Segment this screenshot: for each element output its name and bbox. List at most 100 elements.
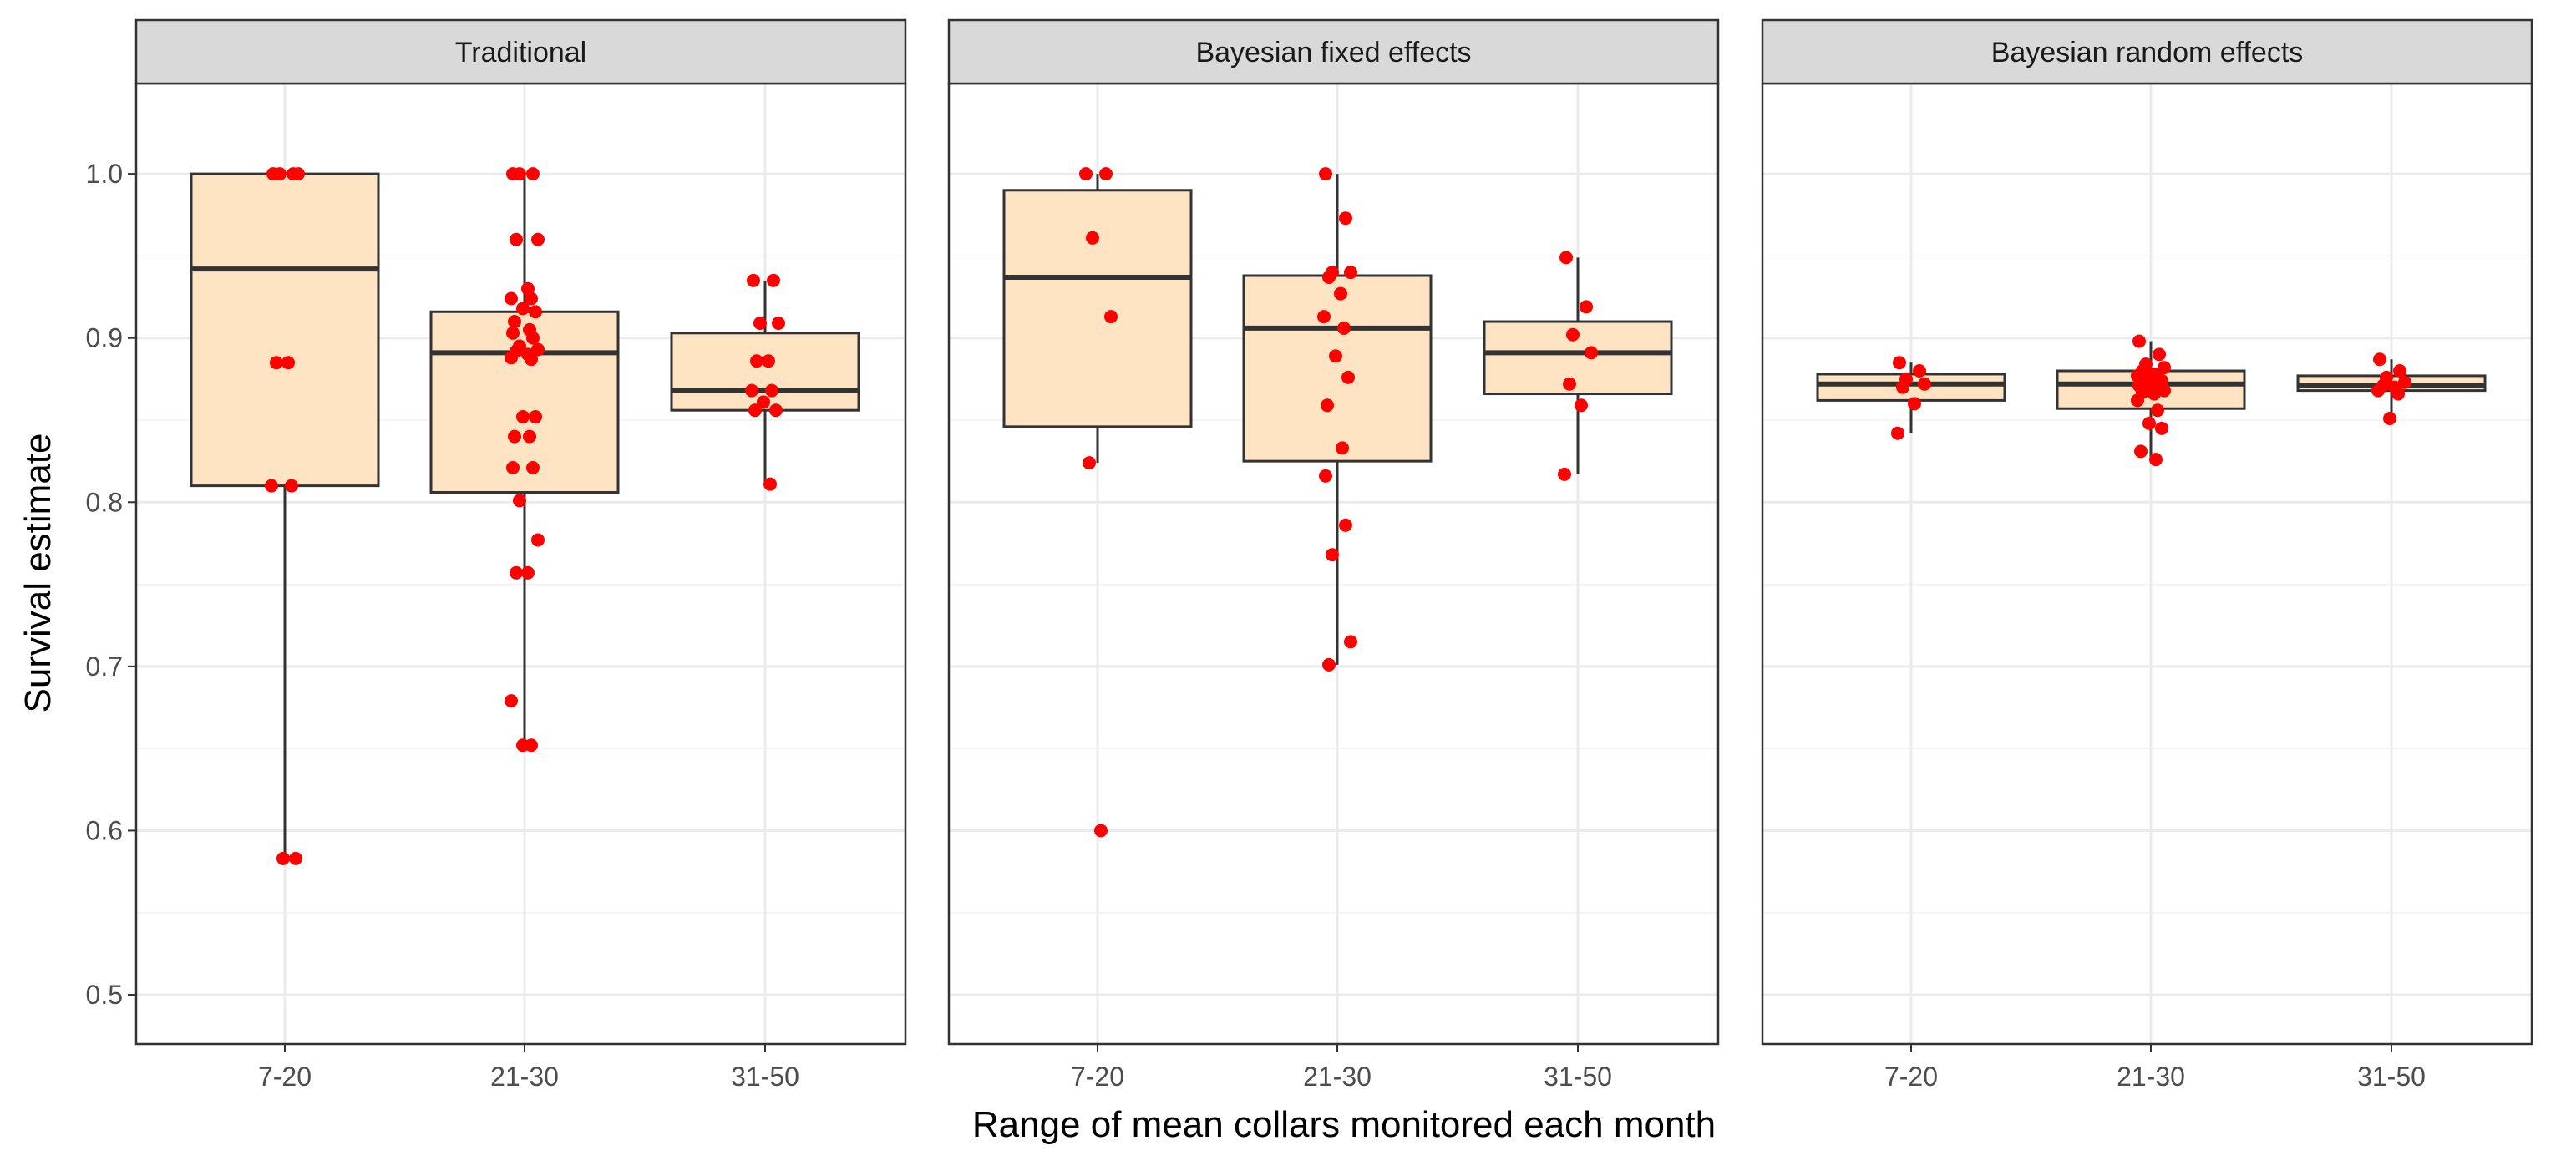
x-tick-label: 31-50 — [731, 1062, 799, 1092]
data-point — [2158, 361, 2171, 375]
data-point — [1321, 398, 1334, 413]
data-point — [510, 232, 523, 246]
facet-panel: Traditional 7-20 21-30 31-50 — [134, 18, 907, 1092]
data-point — [2155, 421, 2168, 435]
data-point — [523, 429, 536, 444]
data-point — [281, 356, 295, 370]
data-point — [2383, 412, 2396, 426]
data-point — [2398, 375, 2411, 389]
data-point — [1563, 377, 1576, 391]
data-point — [1329, 349, 1342, 363]
x-tick-label: 7-20 — [258, 1062, 312, 1092]
data-point — [2371, 383, 2385, 398]
box-7-20 — [190, 172, 380, 859]
data-point — [1317, 310, 1331, 324]
data-point — [265, 479, 278, 493]
data-point — [1558, 467, 1571, 481]
x-axis-title: Range of mean collars monitored each mon… — [972, 1104, 1716, 1145]
x-tick-label: 21-30 — [1303, 1062, 1372, 1092]
data-point — [510, 565, 523, 580]
data-point — [1094, 824, 1108, 838]
data-point — [747, 273, 760, 287]
data-point — [270, 356, 283, 370]
data-point — [506, 326, 520, 340]
x-tick-label: 7-20 — [1071, 1062, 1124, 1092]
data-point — [745, 383, 758, 398]
data-point — [529, 410, 542, 424]
data-point — [526, 331, 540, 345]
data-point — [1585, 346, 1598, 360]
data-point — [513, 494, 526, 508]
facet-strip — [947, 18, 1720, 85]
data-point — [1339, 518, 1352, 532]
data-point — [531, 342, 545, 357]
data-point — [276, 851, 290, 865]
data-point — [1099, 167, 1113, 181]
data-point — [505, 292, 518, 306]
facet-strip-label: Bayesian random effects — [1991, 37, 2304, 68]
data-point — [2131, 393, 2144, 408]
data-point — [529, 305, 542, 319]
data-point — [2373, 352, 2386, 367]
data-point — [505, 351, 518, 365]
facet-strip-label: Traditional — [455, 37, 586, 68]
data-point — [1913, 364, 1926, 378]
x-tick-label: 21-30 — [2117, 1062, 2185, 1092]
data-point — [1079, 167, 1093, 181]
data-point — [2393, 364, 2406, 378]
x-tick-label: 31-50 — [2357, 1062, 2426, 1092]
data-point — [2132, 334, 2146, 348]
data-point — [2149, 453, 2163, 467]
box-7-20 — [1002, 174, 1193, 464]
data-point — [753, 317, 767, 331]
panel-background — [1762, 84, 2532, 1044]
data-point — [526, 461, 540, 474]
data-point — [1319, 167, 1332, 181]
data-point — [1339, 211, 1352, 226]
data-point — [2153, 347, 2166, 362]
box-body — [429, 310, 620, 494]
x-tick-label: 7-20 — [1884, 1062, 1938, 1092]
data-point — [1896, 380, 1909, 394]
data-point — [2391, 387, 2405, 401]
data-point — [1341, 370, 1355, 384]
data-point — [757, 395, 770, 409]
data-point — [1086, 231, 1099, 245]
data-point — [1908, 397, 1921, 411]
data-point — [508, 315, 521, 329]
data-point — [525, 292, 538, 306]
x-tick-label: 31-50 — [1544, 1062, 1612, 1092]
facet-strip — [134, 18, 907, 85]
data-point — [748, 403, 762, 418]
data-point — [1104, 310, 1118, 324]
data-point — [513, 167, 526, 181]
data-point — [750, 354, 763, 368]
data-point — [765, 383, 778, 398]
box-21-30 — [1242, 174, 1433, 665]
data-point — [762, 354, 775, 368]
facet-strip-label: Bayesian fixed effects — [1195, 37, 1471, 68]
data-point — [516, 738, 530, 753]
y-tick-label: 1.0 — [86, 159, 123, 189]
data-point — [1326, 548, 1339, 562]
data-point — [521, 565, 535, 580]
data-point — [1322, 270, 1336, 284]
data-point — [2158, 383, 2171, 398]
y-tick-label: 0.6 — [86, 815, 123, 845]
box-body — [1242, 274, 1433, 463]
data-point — [1336, 441, 1349, 455]
data-point — [772, 317, 785, 331]
data-point — [1893, 356, 1906, 370]
data-point — [531, 533, 545, 547]
y-tick-label: 0.7 — [86, 651, 123, 682]
data-point — [767, 273, 780, 287]
data-point — [1575, 398, 1588, 413]
data-point — [273, 167, 287, 181]
data-point — [1337, 321, 1351, 335]
data-point — [516, 302, 530, 316]
data-point — [506, 461, 520, 474]
data-point — [1566, 327, 1580, 342]
facet-panel: Bayesian fixed effects 7-20 21-30 31-50 — [947, 18, 1720, 1092]
data-point — [1344, 266, 1357, 280]
